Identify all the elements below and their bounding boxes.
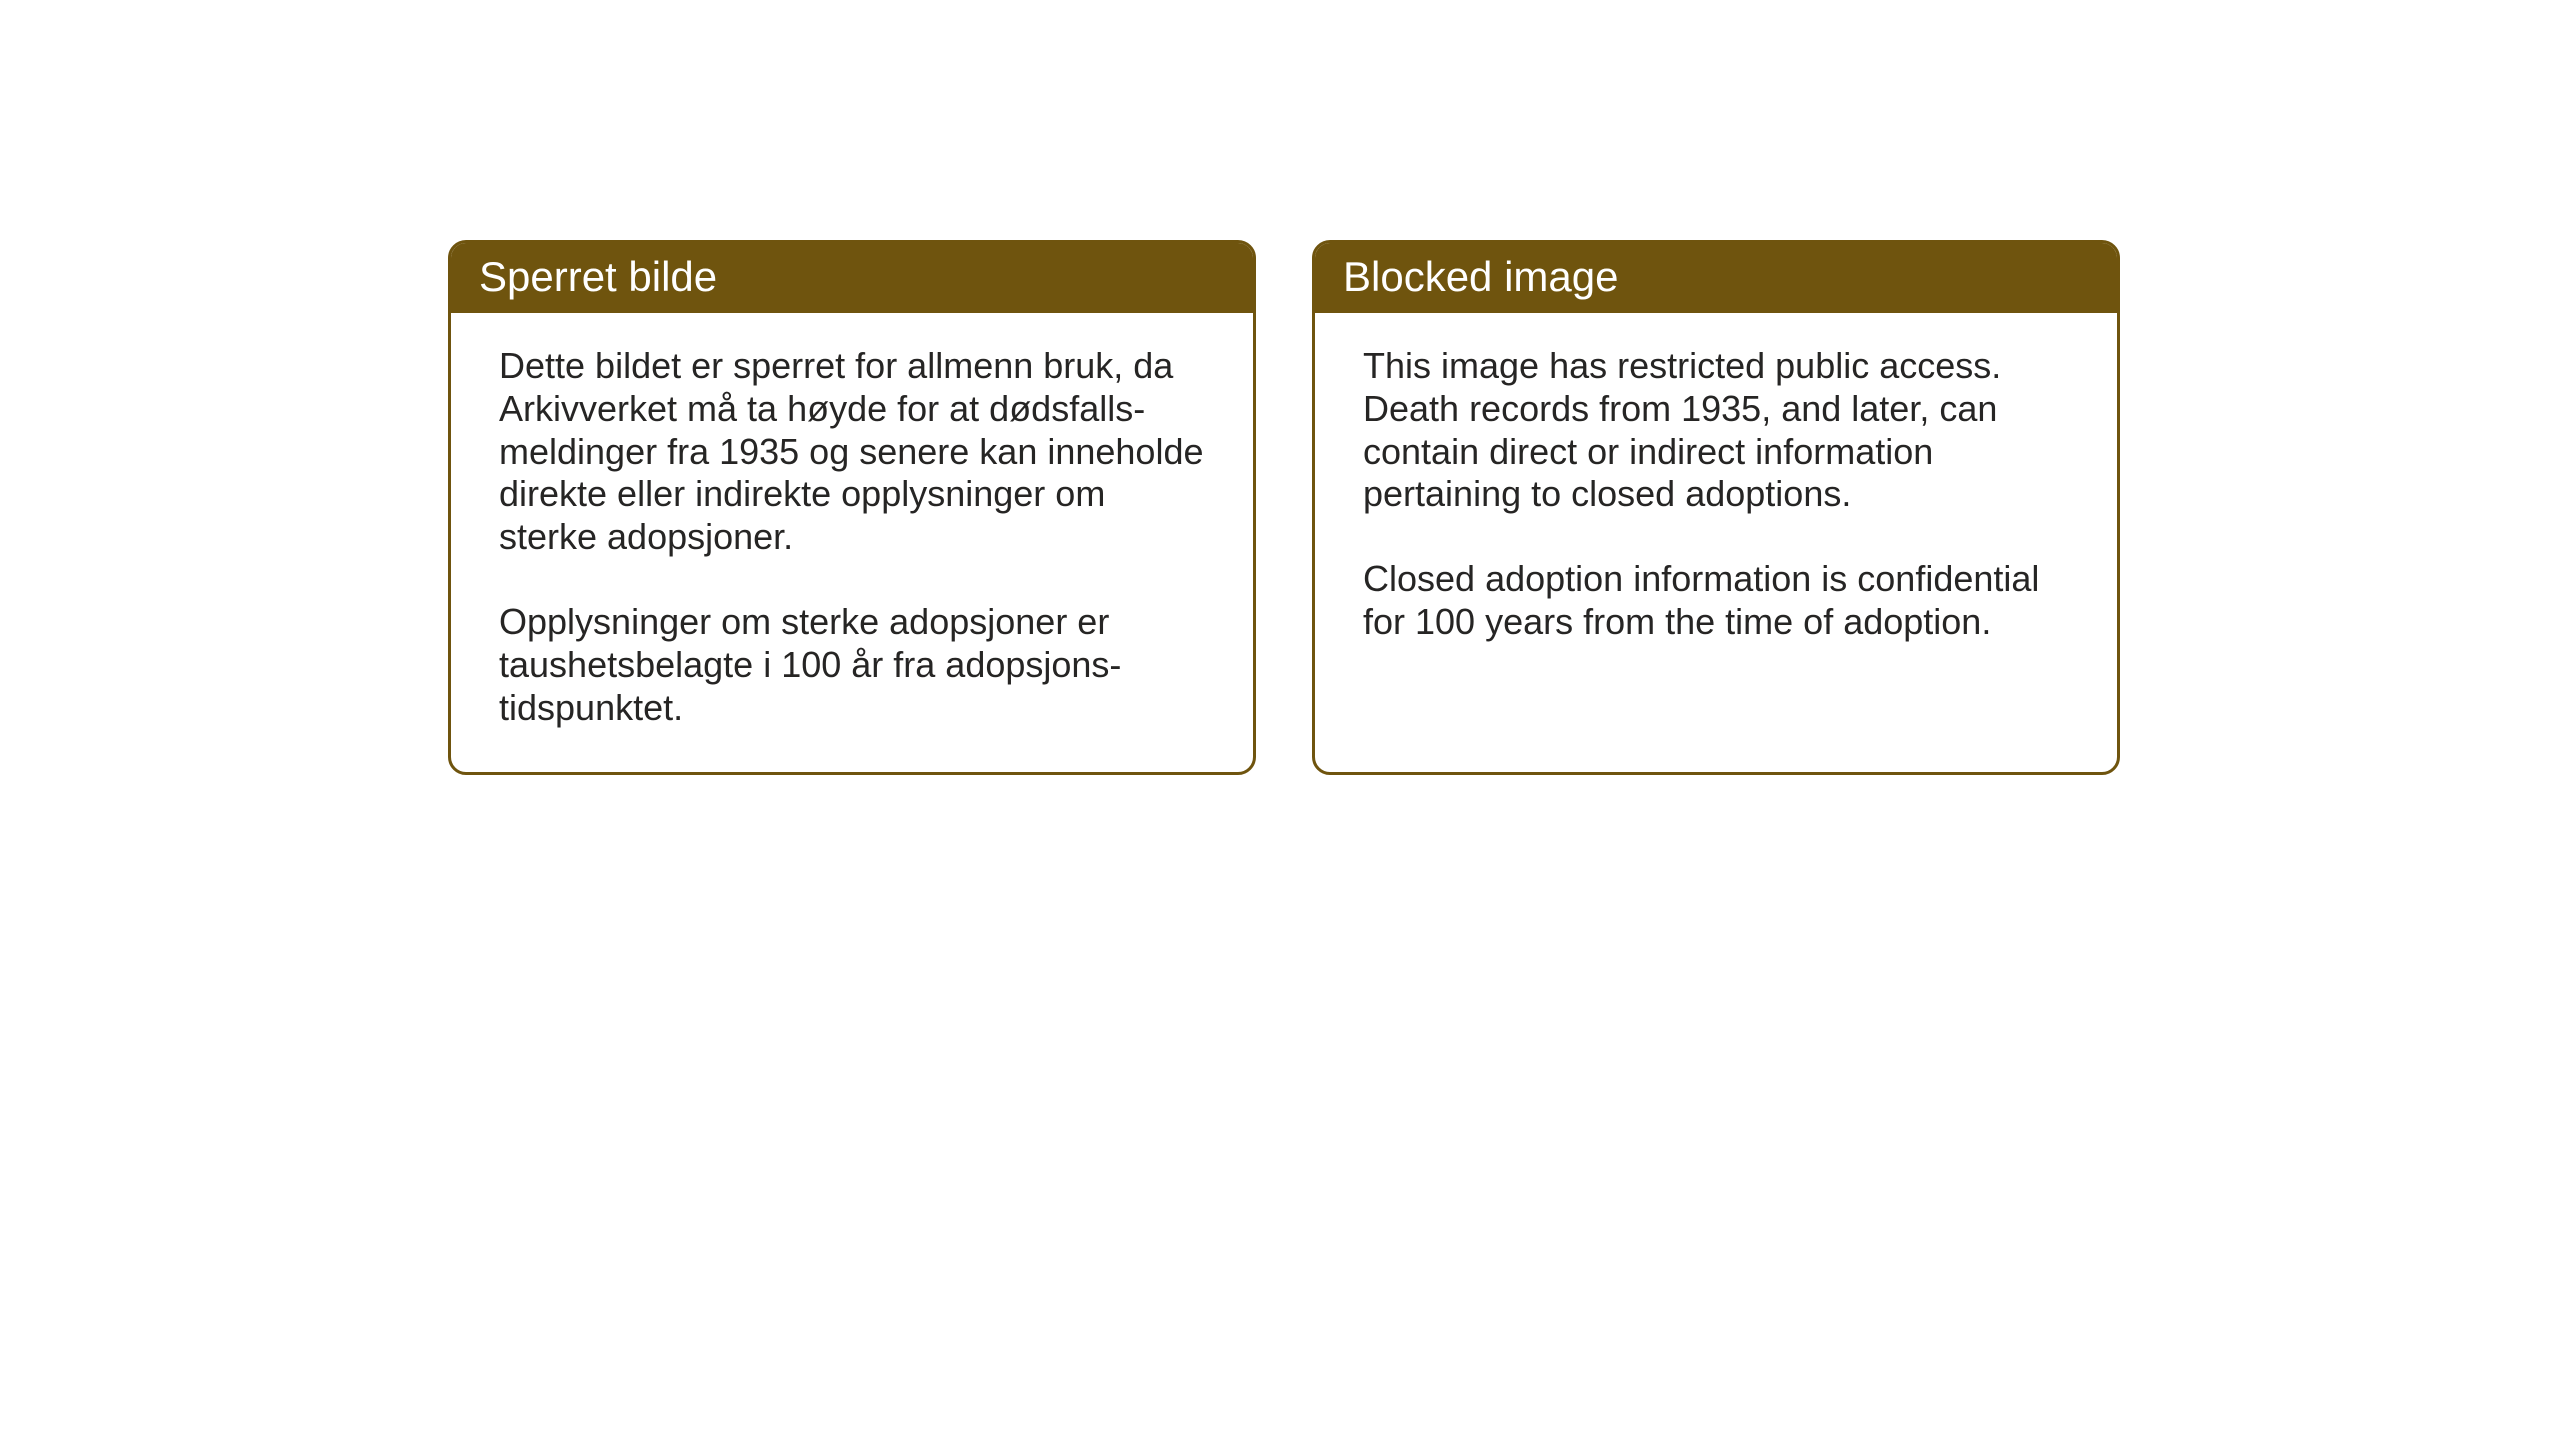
notice-card-english: Blocked image This image has restricted … bbox=[1312, 240, 2120, 775]
card-header-english: Blocked image bbox=[1315, 243, 2117, 313]
notice-text-norwegian-p2: Opplysninger om sterke adopsjoner er tau… bbox=[499, 601, 1205, 729]
notice-container: Sperret bilde Dette bildet er sperret fo… bbox=[448, 240, 2120, 775]
notice-text-english-p2: Closed adoption information is confident… bbox=[1363, 558, 2069, 644]
notice-text-english-p1: This image has restricted public access.… bbox=[1363, 345, 2069, 516]
card-body-norwegian: Dette bildet er sperret for allmenn bruk… bbox=[451, 313, 1253, 772]
card-header-norwegian: Sperret bilde bbox=[451, 243, 1253, 313]
notice-text-norwegian-p1: Dette bildet er sperret for allmenn bruk… bbox=[499, 345, 1205, 559]
card-body-english: This image has restricted public access.… bbox=[1315, 313, 2117, 732]
notice-card-norwegian: Sperret bilde Dette bildet er sperret fo… bbox=[448, 240, 1256, 775]
